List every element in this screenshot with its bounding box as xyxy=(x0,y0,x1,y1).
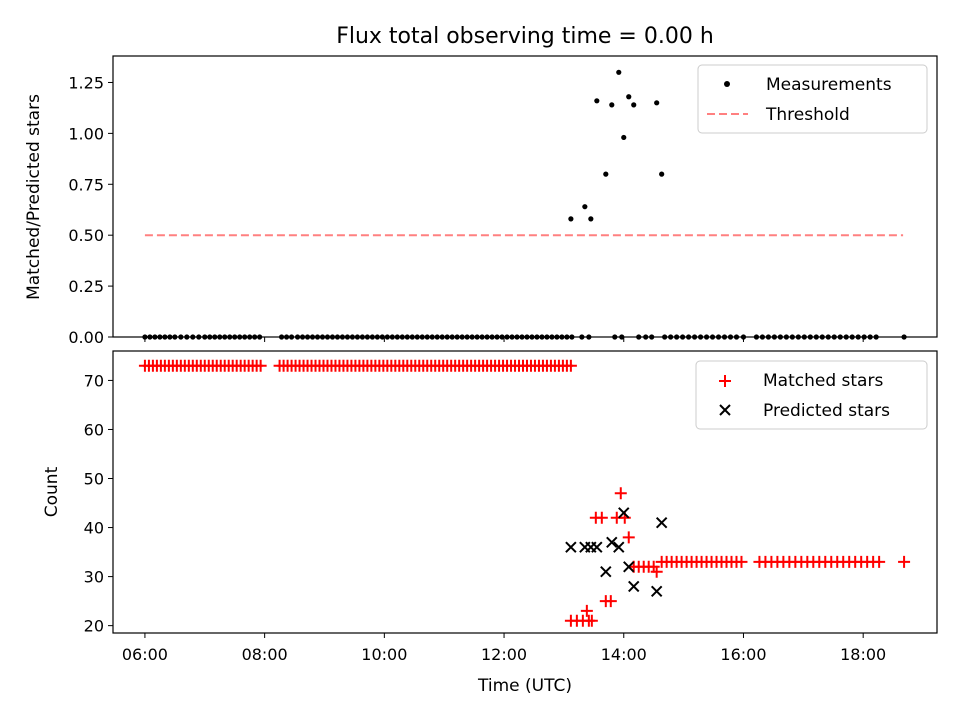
measurement-point xyxy=(631,102,637,108)
measurement-point xyxy=(582,204,588,210)
x-tick-label: 08:00 xyxy=(242,645,288,664)
y-tick-label: 20 xyxy=(84,617,104,636)
matched-star-point xyxy=(564,359,577,372)
y-tick-label: 0.75 xyxy=(68,175,104,194)
predicted-star-point xyxy=(628,580,640,593)
matched-star-point xyxy=(585,614,598,627)
matched-star-point xyxy=(614,487,627,500)
matched-star-point xyxy=(735,555,748,568)
y-tick-label: 70 xyxy=(84,371,104,390)
predicted-star-point xyxy=(606,536,618,548)
y-tick-label: 1.25 xyxy=(68,73,104,92)
legend-predicted-marker xyxy=(719,404,731,416)
legend-predicted-label: Predicted stars xyxy=(763,401,890,421)
measurement-point xyxy=(568,216,574,222)
predicted-star-point xyxy=(623,561,635,573)
y-tick-label: 1.00 xyxy=(68,124,104,143)
x-tick-label: 16:00 xyxy=(720,645,766,664)
legend-measurements-label: Measurements xyxy=(766,75,892,95)
matched-star-point xyxy=(254,359,267,372)
top-axes: 0.00 0.25 0.50 0.75 1.00 1.25 Matched/Predict… xyxy=(24,55,938,347)
x-axis-label: Time (UTC) xyxy=(477,676,572,696)
predicted-star-point xyxy=(591,541,603,553)
measurement-point xyxy=(594,98,600,104)
matched-star-point xyxy=(873,555,886,568)
x-tick-label: 18:00 xyxy=(840,645,886,664)
measurement-point xyxy=(621,134,627,141)
bottom-legend: Matched stars Predicted stars xyxy=(695,360,928,430)
matched-star-point xyxy=(580,604,593,617)
matched-star-point xyxy=(650,565,663,578)
legend-matched-label: Matched stars xyxy=(763,371,883,391)
top-legend: Measurements Threshold xyxy=(697,64,928,134)
measurement-point xyxy=(609,102,615,108)
predicted-star-point xyxy=(600,565,612,578)
x-tick-label: 06:00 xyxy=(122,645,168,664)
legend-measurements-marker xyxy=(724,81,730,87)
bottom-y-axis-label: Count xyxy=(42,466,62,517)
y-tick-label: 40 xyxy=(84,519,104,538)
y-tick-label: 60 xyxy=(84,420,104,439)
predicted-star-point xyxy=(650,585,663,598)
x-tick-label: 10:00 xyxy=(361,645,407,664)
x-tick-label: 14:00 xyxy=(601,645,647,664)
measurement-point xyxy=(616,69,622,75)
matched-star-point xyxy=(595,511,608,524)
x-tick-label: 12:00 xyxy=(481,645,527,664)
measurement-point xyxy=(588,216,594,222)
measurement-point xyxy=(654,100,660,106)
matched-star-point xyxy=(622,531,635,544)
legend-threshold-label: Threshold xyxy=(765,105,850,125)
predicted-star-point xyxy=(655,516,668,529)
bottom-axes-frame xyxy=(112,350,938,634)
y-tick-label: 30 xyxy=(84,568,104,587)
y-tick-label: 0.00 xyxy=(68,328,104,347)
measurement-point xyxy=(659,171,665,177)
predicted-star-point xyxy=(565,541,577,553)
chart-title: Flux total observing time = 0.00 h xyxy=(336,24,714,49)
legend-frame xyxy=(695,360,928,430)
predicted-star-point xyxy=(613,541,625,553)
y-tick-label: 50 xyxy=(84,470,104,489)
matched-star-point xyxy=(898,555,911,568)
y-tick-label: 0.50 xyxy=(68,226,104,245)
top-y-axis-label: Matched/Predicted stars xyxy=(24,94,44,300)
predicted-star-point xyxy=(618,507,630,519)
measurement-point xyxy=(626,94,632,100)
legend-frame xyxy=(697,64,928,134)
measurement-point xyxy=(603,171,609,177)
top-axes-frame xyxy=(112,55,938,338)
bottom-axes: 20 30 40 50 60 70 06:00 08:00 10:00 12:00 14:00 16:… xyxy=(42,350,938,696)
matched-star-point xyxy=(604,595,617,608)
legend-matched-marker xyxy=(719,375,731,387)
y-tick-label: 0.25 xyxy=(68,277,104,296)
